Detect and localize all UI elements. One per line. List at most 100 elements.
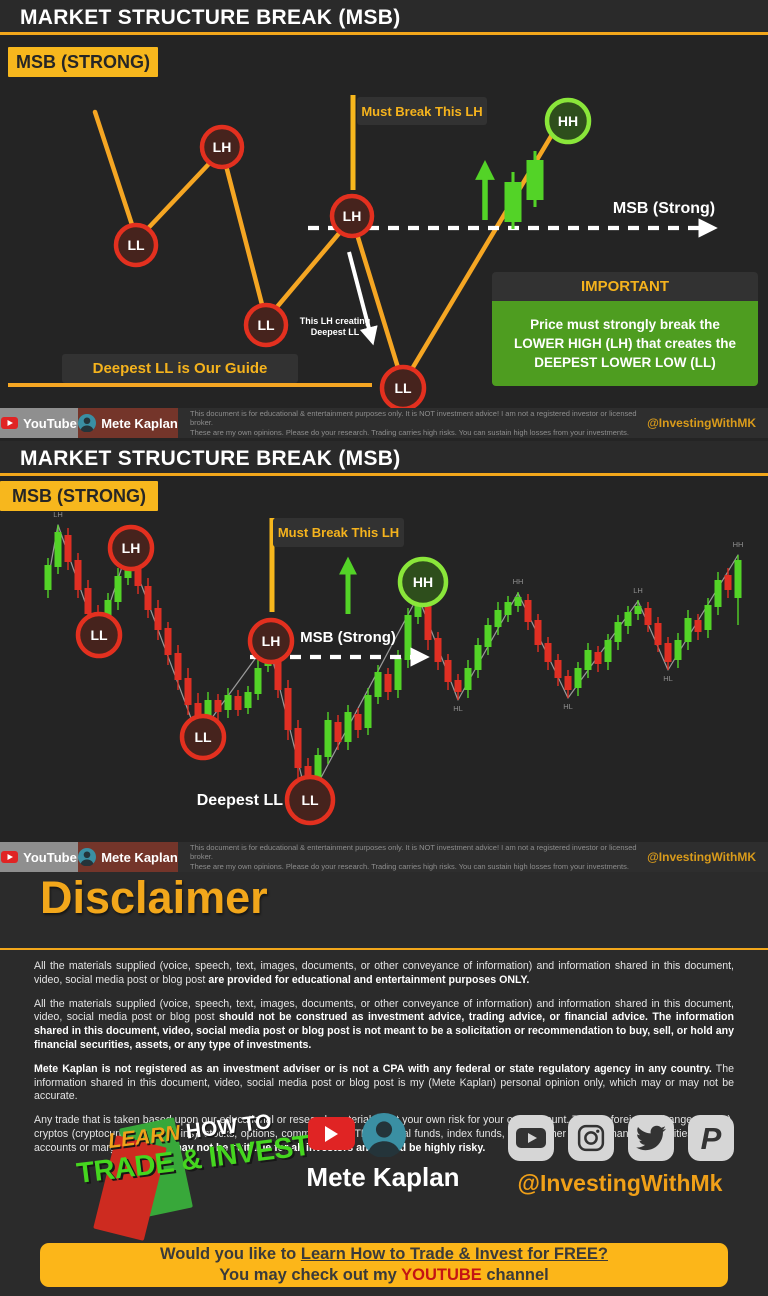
brand-name: Mete Kaplan: [306, 1162, 460, 1192]
candle-body: [314, 755, 322, 792]
cta-line2: You may check out my YOUTUBE channel: [219, 1265, 548, 1286]
youtube-badge-2[interactable]: YouTube: [0, 842, 78, 872]
candle-body: [604, 640, 612, 662]
candle-body: [104, 600, 112, 628]
swing-node-label: LH: [212, 139, 232, 155]
footer-handle-2[interactable]: @InvestingWithMK: [647, 850, 756, 864]
swing-tiny-label: LH: [53, 510, 63, 519]
swing-node-label: LL: [257, 317, 275, 333]
candle-body: [354, 714, 362, 730]
swing-tiny-label: HH: [513, 577, 524, 586]
swing-tiny-label: LH: [633, 586, 643, 595]
candle-body: [494, 610, 502, 627]
section1-badge-label: MSB (STRONG): [16, 51, 150, 72]
zigzag-line: [47, 524, 739, 803]
pinterest-icon[interactable]: P: [688, 1115, 734, 1161]
msb-strong-label-2: MSB (Strong): [293, 629, 403, 646]
candle-body: [526, 160, 544, 200]
candle-body: [54, 532, 62, 567]
twitter-icon[interactable]: [628, 1115, 674, 1161]
must-break-text-1: Must Break This LH: [361, 103, 483, 119]
important-header: IMPORTANT: [492, 272, 758, 301]
disclaimer-paragraph: All the materials supplied (voice, speec…: [34, 997, 734, 1051]
must-break-text-2: Must Break This LH: [277, 525, 400, 540]
candle-body: [384, 674, 392, 692]
candle-body: [324, 720, 332, 757]
candle-body: [374, 672, 382, 697]
candle-body: [454, 680, 462, 692]
footer-disclaimer-line1: This document is for educational & enter…: [190, 408, 637, 428]
candle-body: [274, 650, 282, 690]
lh-creating-line1: This LH creating: [299, 316, 371, 326]
mete-kaplan-label: Mete Kaplan: [101, 415, 178, 431]
candle-body: [114, 576, 122, 602]
footer-disclaimer-line2: These are my own opinions. Please do you…: [190, 861, 629, 871]
swing-tiny-label: HL: [663, 674, 673, 683]
swing-node-label: LH: [121, 540, 141, 556]
cta-banner[interactable]: Would you like to Learn How to Trade & I…: [40, 1243, 728, 1287]
swing-node-label: LH: [342, 208, 362, 224]
cta-line1: Would you like to Learn How to Trade & I…: [160, 1244, 608, 1265]
instagram-icon[interactable]: [568, 1115, 614, 1161]
lh-creating-line2: Deepest LL: [310, 327, 360, 337]
candle-body: [504, 602, 512, 615]
mete-kaplan-badge-2[interactable]: Mete Kaplan: [78, 842, 178, 872]
disclaimer-paragraph: Mete Kaplan is not registered as an inve…: [34, 1062, 734, 1103]
swing-node-label: HH: [557, 113, 579, 129]
swing-tiny-label: HL: [563, 702, 573, 711]
candle-body: [634, 606, 642, 614]
msb-strong-text-2: MSB (Strong): [300, 629, 396, 646]
swing-node-label: HH: [412, 574, 434, 590]
disclaimer-divider: [0, 948, 768, 950]
footer-disclaimer-line2: These are my own opinions. Please do you…: [190, 427, 629, 437]
disclaimer-paragraph: All the materials supplied (voice, speec…: [34, 960, 734, 986]
swing-node-label: LH: [261, 633, 281, 649]
mete-kaplan-label: Mete Kaplan: [101, 849, 178, 865]
section2-msb-strong-badge: MSB (STRONG): [0, 481, 158, 511]
youtube-play-button[interactable]: [308, 1117, 355, 1150]
candle-body: [224, 695, 232, 710]
candle-body: [164, 628, 172, 655]
swing-tiny-label: HL: [453, 704, 463, 713]
candle-body: [414, 600, 422, 617]
disclaimer-paragraphs: All the materials supplied (voice, speec…: [34, 960, 734, 1166]
brand-handle[interactable]: @InvestingWithMk: [517, 1170, 723, 1196]
candle-body: [434, 638, 442, 662]
youtube-badge-1[interactable]: YouTube: [0, 408, 78, 438]
candle-body: [584, 650, 592, 670]
section2-title: MARKET STRUCTURE BREAK (MSB): [20, 447, 401, 470]
candle-body: [194, 703, 202, 728]
important-title: IMPORTANT: [580, 278, 670, 295]
footer-disclaimer-line1: This document is for educational & enter…: [190, 842, 637, 862]
candle-body: [704, 605, 712, 630]
avatar: [78, 848, 97, 866]
youtube-play-icon: [1, 851, 19, 863]
candle-body: [444, 660, 452, 682]
must-break-label-1: Must Break This LH: [357, 97, 487, 125]
candle-body: [74, 560, 82, 590]
section1-msb-strong-badge: MSB (STRONG): [8, 47, 158, 77]
candle-body: [504, 182, 522, 222]
candle-body: [404, 615, 412, 660]
swing-node-label: LL: [394, 380, 412, 396]
section2-badge-label: MSB (STRONG): [12, 485, 146, 506]
candle-body: [424, 602, 432, 640]
section1-title: MARKET STRUCTURE BREAK (MSB): [20, 6, 401, 29]
candle-body: [184, 678, 192, 705]
candle-body: [544, 643, 552, 662]
cta-link-text[interactable]: Learn How to Trade & Invest for FREE?: [300, 1245, 608, 1263]
candle-body: [684, 618, 692, 642]
youtube-icon[interactable]: [508, 1115, 554, 1161]
important-body: Price must strongly break the LOWER HIGH…: [492, 301, 758, 386]
youtube-badge-label: YouTube: [23, 415, 77, 431]
candle-body: [534, 620, 542, 645]
footer-handle-1[interactable]: @InvestingWithMK: [647, 416, 756, 430]
footer-disclaimer-1: This document is for educational & enter…: [178, 409, 647, 438]
candle-body: [254, 668, 262, 694]
cta-text: Would you like to: [159, 1245, 301, 1263]
candle-body: [614, 622, 622, 642]
candle-body: [134, 558, 142, 586]
candle-body: [564, 676, 572, 690]
mete-kaplan-badge-1[interactable]: Mete Kaplan: [78, 408, 178, 438]
